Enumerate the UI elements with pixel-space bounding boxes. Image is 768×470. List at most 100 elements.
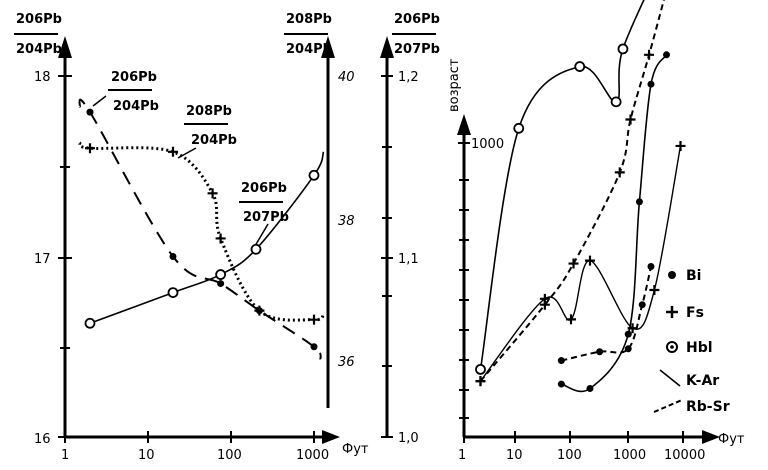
legend-fs-label: Fs (686, 305, 704, 321)
right1-axis-label-den: 204Pb (286, 42, 332, 57)
right-series-1-point-3 (614, 167, 625, 178)
right1-axis-ratio-label: 208Pb 204Pb (284, 12, 332, 57)
curve-label-206-204-num: 206Pb (111, 70, 157, 85)
left-axis-label-num: 206Pb (16, 12, 62, 27)
right-series-1-point-2 (568, 258, 579, 269)
left-y-tick-18: 18 (34, 70, 51, 85)
right2-axis-ratio-label: 206Pb 207Pb (392, 12, 440, 57)
left-series-2-point-3 (250, 243, 262, 255)
right-series-0 (475, 0, 645, 375)
right-chart-x-arrow (702, 430, 720, 444)
legend-bi-dot (668, 271, 676, 279)
left-x-tick-10: 10 (138, 448, 155, 463)
left-series-0-point-2 (217, 280, 225, 288)
legend-item-fs: Fs (666, 305, 704, 321)
curve-label-206-207-num: 206Pb (241, 181, 287, 196)
left-series-1 (78, 141, 325, 325)
right-series-4 (557, 262, 655, 365)
right-series-2-point-0 (557, 380, 565, 388)
right-series-0-point-3 (610, 96, 622, 108)
right-chart-axes: возраст 1000 1 10 100 1000 10000 Фут (447, 58, 745, 463)
right-series-4-point-1 (596, 348, 604, 356)
right-series-3-point-5 (649, 285, 660, 295)
left-x-tick-1000: 1000 (296, 448, 329, 463)
left-series-1-point-1 (167, 146, 178, 157)
legend-hbl-label: Hbl (686, 340, 713, 356)
rc-x-unit: Фут (718, 432, 745, 447)
legend-rb-sr-label: Rb-Sr (686, 399, 730, 415)
right-series-2-point-2 (624, 330, 632, 338)
legend-bi-label: Bi (686, 268, 701, 284)
curve-label-206-207-leader (254, 223, 269, 247)
right-series-4-point-4 (647, 262, 655, 270)
curve-label-206-207-den: 207Pb (243, 210, 289, 225)
left-axis-label-den: 204Pb (16, 42, 62, 57)
rc-x-tick-1: 1 (458, 448, 466, 463)
left-series-1-point-0 (84, 143, 95, 154)
left-y-tick-16: 16 (34, 432, 51, 447)
rc-x-tick-1000: 1000 (613, 448, 646, 463)
curve-label-206-204-den: 204Pb (113, 99, 159, 114)
right1-tick-40: 40 (338, 70, 355, 85)
rc-x-tick-10000: 10000 (664, 448, 705, 463)
rc-y-tick-1000: 1000 (471, 137, 504, 152)
right-series-2-point-1 (586, 384, 594, 392)
left-series-0-point-4 (310, 343, 318, 351)
legend-rb-sr-line (653, 399, 683, 413)
rc-y-label: возраст (447, 58, 462, 112)
left-series-1-point-5 (309, 314, 319, 325)
left-x-tick-1: 1 (61, 448, 69, 463)
legend-k-ar-line (659, 369, 681, 387)
right-series-0-point-2 (574, 61, 586, 72)
left-series-line-1 (78, 141, 325, 322)
left-x-tick-100: 100 (217, 448, 242, 463)
left-chart-axes: 18 17 16 1 10 100 1000 Фут 40 38 36 1,2 … (34, 36, 419, 463)
left-x-unit: Фут (342, 442, 369, 457)
curve-label-208-204-num: 208Pb (186, 104, 232, 119)
left-y-tick-17: 17 (34, 252, 51, 267)
legend-k-ar-label: K-Ar (686, 373, 719, 389)
curve-label-206-204-leader (92, 95, 107, 107)
left-series-1-point-4 (254, 305, 265, 316)
right-series-0-point-1 (513, 122, 525, 134)
left-series-2 (84, 151, 325, 329)
rc-x-tick-100: 100 (557, 448, 582, 463)
right-series-3-point-0 (475, 376, 486, 387)
right-series-0-point-0 (475, 363, 486, 375)
legend-fs-plus (666, 306, 678, 318)
legend-hbl-dot (670, 345, 674, 349)
right-series-2 (557, 51, 671, 393)
curve-label-206-204: 206Pb 204Pb (92, 70, 159, 114)
right2-axis-label-num: 206Pb (394, 12, 440, 27)
right-series-4-point-2 (624, 345, 632, 353)
right-series-3-point-3 (584, 255, 595, 266)
left-series-0-point-1 (169, 253, 177, 260)
legend-item-rb-sr: Rb-Sr (653, 399, 730, 415)
right-series-1-point-4 (625, 114, 636, 125)
right-axis-2-arrow (380, 36, 394, 58)
legend-item-bi: Bi (668, 268, 701, 284)
right1-tick-36: 36 (338, 355, 355, 370)
rc-x-tick-10: 10 (506, 448, 523, 463)
right2-tick-label-11: 1,1 (398, 252, 419, 267)
curve-label-208-204: 208Pb 204Pb (177, 104, 237, 159)
right-plot-area (475, 0, 686, 393)
right-series-2-point-4 (647, 80, 655, 88)
left-series-0-point-0 (86, 108, 94, 116)
left-y-arrow (58, 36, 72, 58)
right2-tick-label-12: 1,2 (398, 70, 419, 85)
right-series-4-point-3 (638, 301, 646, 309)
right1-axis-label-num: 208Pb (286, 12, 332, 27)
left-series-line-2 (89, 151, 325, 325)
curve-label-208-204-den: 204Pb (191, 133, 237, 148)
left-x-arrow (322, 430, 340, 444)
legend: Bi Fs Hbl K-Ar Rb-Sr (653, 268, 730, 415)
right-series-line-4 (561, 266, 652, 362)
left-axis-ratio-label: 206Pb 204Pb (14, 12, 62, 57)
right1-tick-38: 38 (338, 214, 355, 229)
legend-item-k-ar: K-Ar (659, 369, 719, 389)
left-series-1-point-3 (215, 233, 226, 244)
right-series-3-point-2 (565, 314, 576, 325)
left-series-2-point-2 (215, 269, 227, 280)
